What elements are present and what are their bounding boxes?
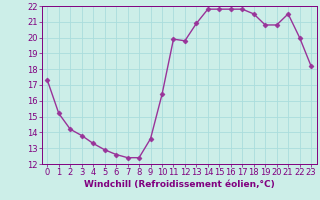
X-axis label: Windchill (Refroidissement éolien,°C): Windchill (Refroidissement éolien,°C) (84, 180, 275, 189)
